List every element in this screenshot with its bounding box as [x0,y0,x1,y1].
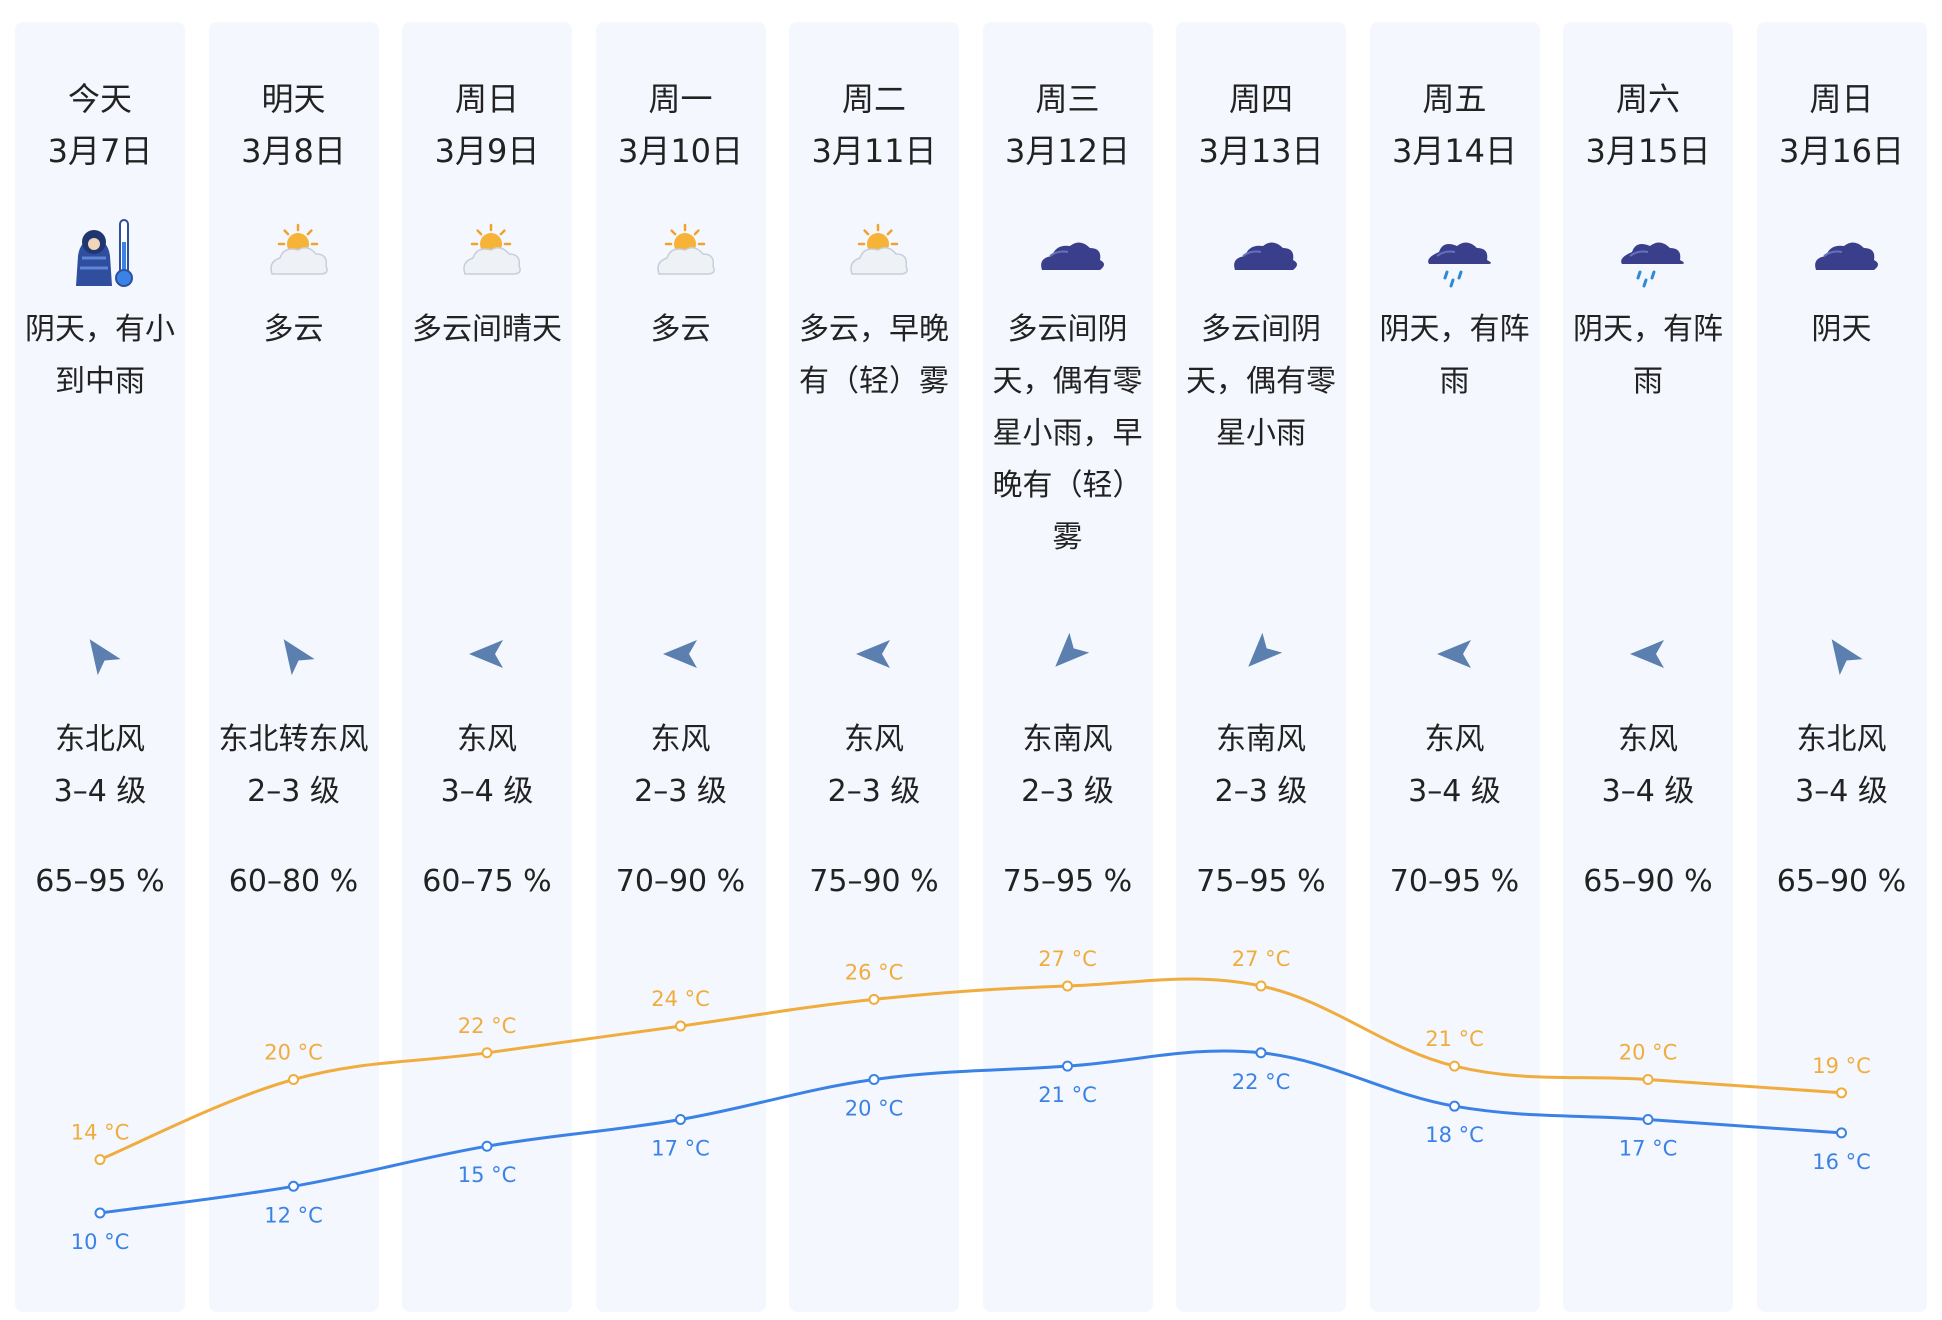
wind-arrow-icon [659,632,703,676]
humidity-range: 70–90 % [615,864,746,899]
date-label: 3月12日 [1004,132,1131,170]
wind-level: 3–4 级 [1601,774,1695,809]
wind-direction: 东风 [844,722,904,757]
wind-direction: 东风 [650,722,711,757]
wind-arrow-icon [1046,632,1090,676]
day-column: 周四 3月13日多云间阴天，偶有零星小雨东南风 2–3 级 75–95 % [1176,22,1346,1312]
weekday-label: 周二 [841,80,906,118]
day-column: 周六 3月15日阴天，有阵雨东风 3–4 级 65–90 % [1563,22,1733,1312]
wind-direction: 东南风 [1022,722,1113,757]
wind-arrow-icon [272,632,316,676]
date-label: 3月7日 [47,132,153,170]
day-column: 周一 3月10日多云东风 2–3 级 70–90 % [595,22,766,1312]
weekday-label: 周六 [1615,80,1680,118]
humidity-range: 70–95 % [1389,864,1520,899]
wind-level: 2–3 级 [634,774,727,809]
wind-arrow-icon [1433,632,1477,676]
weather-description: 多云间阴天，偶有零星小雨 [1186,312,1336,451]
wind-direction: 东北风 [55,722,145,757]
rain-cloud-icon [1608,212,1688,292]
wind-arrow-icon [78,632,122,676]
wind-direction: 东北转东风 [218,722,369,757]
cold-person-icon [60,212,140,292]
wind-arrow-icon [1626,632,1670,676]
day-column: 周日 3月16日阴天东北风 3–4 级 65–90 % [1756,22,1927,1312]
weekday-label: 周四 [1228,80,1293,118]
humidity-range: 65–95 % [35,864,165,899]
weather-description: 多云，早晚有（轻）雾 [799,312,949,399]
weekday-label: 明天 [261,80,326,118]
date-label: 3月8日 [241,132,346,170]
day-column: 周二 3月11日多云，早晚有（轻）雾东风 2–3 级 75–90 % [789,22,959,1312]
date-label: 3月9日 [434,132,540,170]
date-label: 3月11日 [811,132,937,170]
weather-description: 多云间阴天，偶有零星小雨，早晚有（轻）雾 [992,312,1143,555]
date-label: 3月15日 [1585,132,1711,170]
date-label: 3月10日 [617,132,744,170]
wind-direction: 东南风 [1216,722,1306,757]
wind-level: 2–3 级 [1214,774,1308,809]
weekday-label: 周日 [1809,80,1874,118]
weekday-label: 今天 [67,80,132,118]
weekday-label: 周五 [1422,80,1487,118]
day-column: 周三 3月12日多云间阴天，偶有零星小雨，早晚有（轻）雾东南风 2–3 级 75–95… [982,22,1153,1312]
wind-arrow-icon [1239,632,1283,676]
wind-direction: 东风 [457,722,517,757]
weekday-label: 周三 [1035,80,1100,118]
weather-description: 阴天，有阵雨 [1379,312,1530,399]
wind-level: 3–4 级 [440,774,534,809]
wind-arrow-icon [1820,632,1864,676]
cloudy-icon [1221,212,1301,292]
wind-direction: 东风 [1618,722,1678,757]
day-column: 明天 3月8日多云东北转东风 2–3 级 60–80 % [208,22,379,1312]
cloudy-icon [1028,212,1108,292]
date-label: 3月16日 [1778,132,1905,170]
humidity-range: 60–75 % [422,864,552,899]
day-column: 周日 3月9日多云间晴天东风 3–4 级 60–75 % [402,22,572,1312]
wind-level: 3–4 级 [1795,774,1888,809]
wind-arrow-icon [465,632,509,676]
weather-description: 阴天，有阵雨 [1573,312,1723,399]
partly-cloudy-icon [254,212,334,292]
weather-description: 阴天 [1811,312,1872,347]
date-label: 3月14日 [1391,132,1518,170]
wind-level: 3–4 级 [1408,774,1501,809]
humidity-range: 75–95 % [1002,864,1133,899]
weather-description: 阴天，有小到中雨 [25,312,175,399]
day-column: 周五 3月14日阴天，有阵雨东风 3–4 级 70–95 % [1369,22,1540,1312]
wind-level: 2–3 级 [827,774,921,809]
weekday-label: 周一 [648,80,713,118]
weather-description: 多云间晴天 [412,312,562,347]
wind-level: 3–4 级 [53,774,147,809]
rain-cloud-icon [1415,212,1495,292]
cloudy-icon [1802,212,1882,292]
partly-cloudy-icon [641,212,721,292]
wind-direction: 东北风 [1796,722,1887,757]
date-label: 3月13日 [1198,132,1324,170]
humidity-range: 65–90 % [1776,864,1907,899]
humidity-range: 75–90 % [809,864,939,899]
humidity-range: 65–90 % [1583,864,1713,899]
wind-arrow-icon [852,632,896,676]
day-column: 今天 3月7日阴天，有小到中雨东北风 3–4 级 65–95 % [15,22,185,1312]
weather-description: 多云 [650,312,711,347]
humidity-range: 75–95 % [1196,864,1326,899]
wind-direction: 东风 [1424,722,1485,757]
partly-cloudy-icon [834,212,914,292]
wind-level: 2–3 级 [247,774,340,809]
weekday-label: 周日 [454,80,519,118]
humidity-range: 60–80 % [228,864,359,899]
wind-level: 2–3 级 [1021,774,1114,809]
partly-cloudy-icon [447,212,527,292]
weather-description: 多云 [263,312,324,347]
